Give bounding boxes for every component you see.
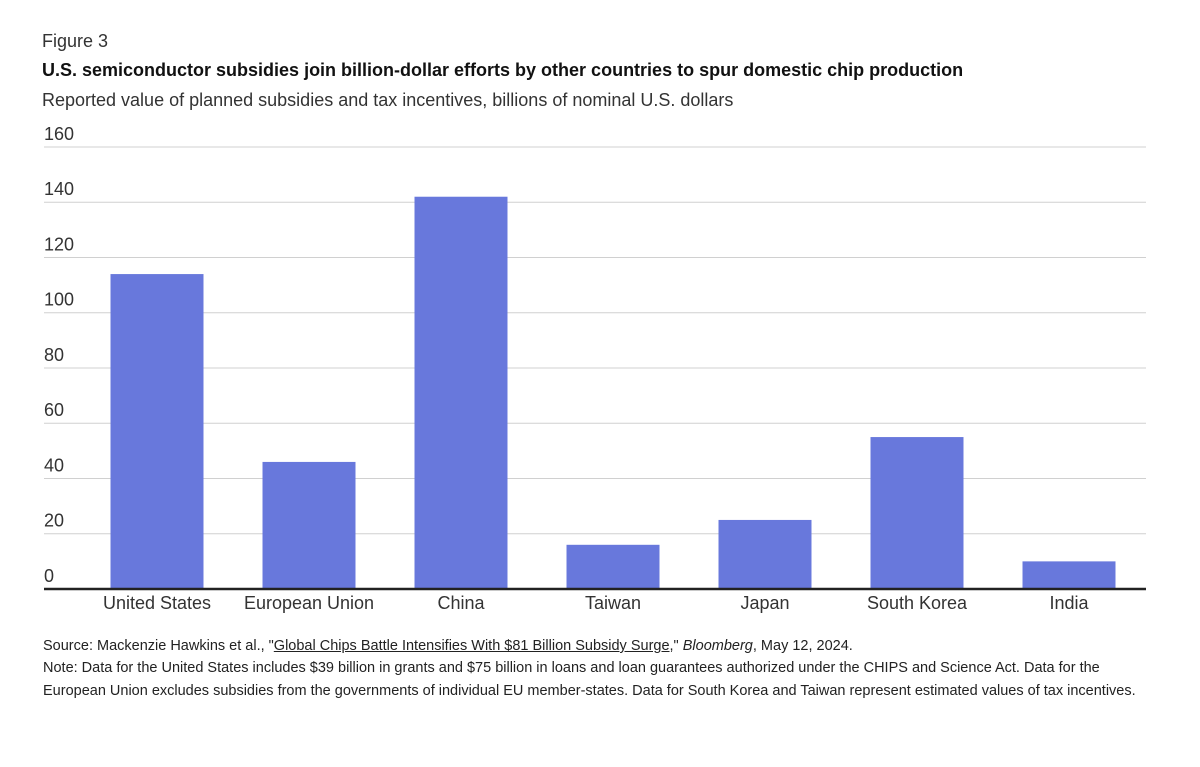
y-tick-label: 100 xyxy=(44,290,74,310)
y-tick-label: 0 xyxy=(44,566,54,586)
bar xyxy=(870,437,964,589)
y-tick-label: 120 xyxy=(44,234,74,254)
y-tick-label: 160 xyxy=(44,124,74,144)
y-tick-label: 140 xyxy=(44,179,74,199)
x-tick-label: South Korea xyxy=(867,593,968,613)
x-tick-label: India xyxy=(1049,593,1089,613)
chart-title: U.S. semiconductor subsidies join billio… xyxy=(42,60,963,80)
source-publication: Bloomberg xyxy=(682,638,753,654)
x-tick-label: United States xyxy=(103,593,211,613)
x-tick-label: Taiwan xyxy=(585,593,641,613)
source-text: ," xyxy=(669,638,683,654)
chart: Figure 3 U.S. semiconductor subsidies jo… xyxy=(42,31,1146,613)
y-tick-label: 80 xyxy=(44,345,64,365)
bar xyxy=(414,196,508,589)
source-text: , May 12, 2024. xyxy=(752,638,853,654)
note: Note: Data for the United States include… xyxy=(43,660,1136,699)
source-text: Source: Mackenzie Hawkins et al., " xyxy=(43,638,274,654)
bar xyxy=(1022,561,1116,589)
y-tick-label: 20 xyxy=(44,511,64,531)
bar xyxy=(110,274,204,589)
source: Source: Mackenzie Hawkins et al., "Globa… xyxy=(43,635,1143,658)
bar xyxy=(262,461,356,589)
x-tick-label: European Union xyxy=(244,593,374,613)
y-tick-label: 40 xyxy=(44,455,64,475)
x-tick-label: China xyxy=(437,593,485,613)
bar xyxy=(566,544,660,589)
chart-subtitle: Reported value of planned subsidies and … xyxy=(42,90,733,110)
source-link[interactable]: Global Chips Battle Intensifies With $81… xyxy=(273,638,670,654)
y-tick-label: 60 xyxy=(44,400,64,420)
bar xyxy=(718,519,812,589)
x-tick-label: Japan xyxy=(740,593,789,613)
figure-label: Figure 3 xyxy=(42,31,108,51)
